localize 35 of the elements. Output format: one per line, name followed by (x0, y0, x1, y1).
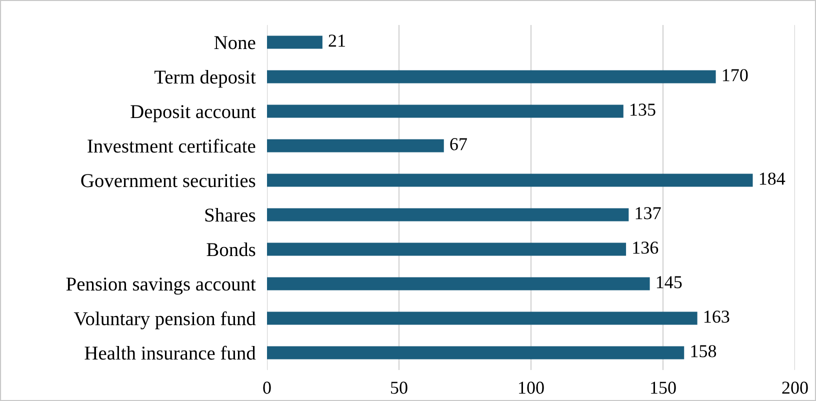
bar (267, 104, 624, 118)
data-label: 67 (450, 138, 467, 150)
bar (267, 242, 626, 256)
data-label: 145 (656, 276, 682, 288)
bar (267, 70, 716, 84)
y-tick-label: Term deposit (154, 70, 256, 88)
data-label: 158 (691, 345, 716, 358)
y-tick-label: Investment certificate (88, 138, 256, 153)
data-label: 135 (630, 104, 656, 116)
y-tick-label: Voluntary pension fund (74, 311, 256, 330)
bar (267, 139, 444, 152)
x-tick-label: 0 (263, 382, 271, 394)
y-tick-label: Bonds (206, 242, 256, 256)
bar (267, 208, 629, 222)
y-tick-label: Health insurance fund (84, 346, 256, 360)
bar (267, 277, 650, 290)
x-tick-label: 50 (391, 382, 408, 394)
x-tick-label: 150 (651, 382, 676, 394)
bar (267, 312, 698, 325)
data-label: 136 (633, 242, 658, 254)
y-tick-label: Pension savings account (66, 278, 256, 295)
y-tick-label: None (214, 36, 256, 50)
bar (267, 36, 322, 49)
x-tick-label: 200 (782, 382, 808, 394)
bar (267, 174, 753, 187)
y-tick-label: Shares (205, 208, 256, 222)
y-tick-label: Deposit account (130, 105, 256, 122)
data-label: 170 (722, 69, 748, 82)
y-tick-label: Government securities (81, 174, 256, 188)
x-tick-label: 100 (519, 382, 544, 394)
data-label: 21 (328, 34, 345, 47)
data-label: 163 (704, 310, 730, 323)
data-label: 137 (636, 207, 661, 220)
bar (267, 346, 684, 360)
data-label: 184 (760, 172, 786, 185)
